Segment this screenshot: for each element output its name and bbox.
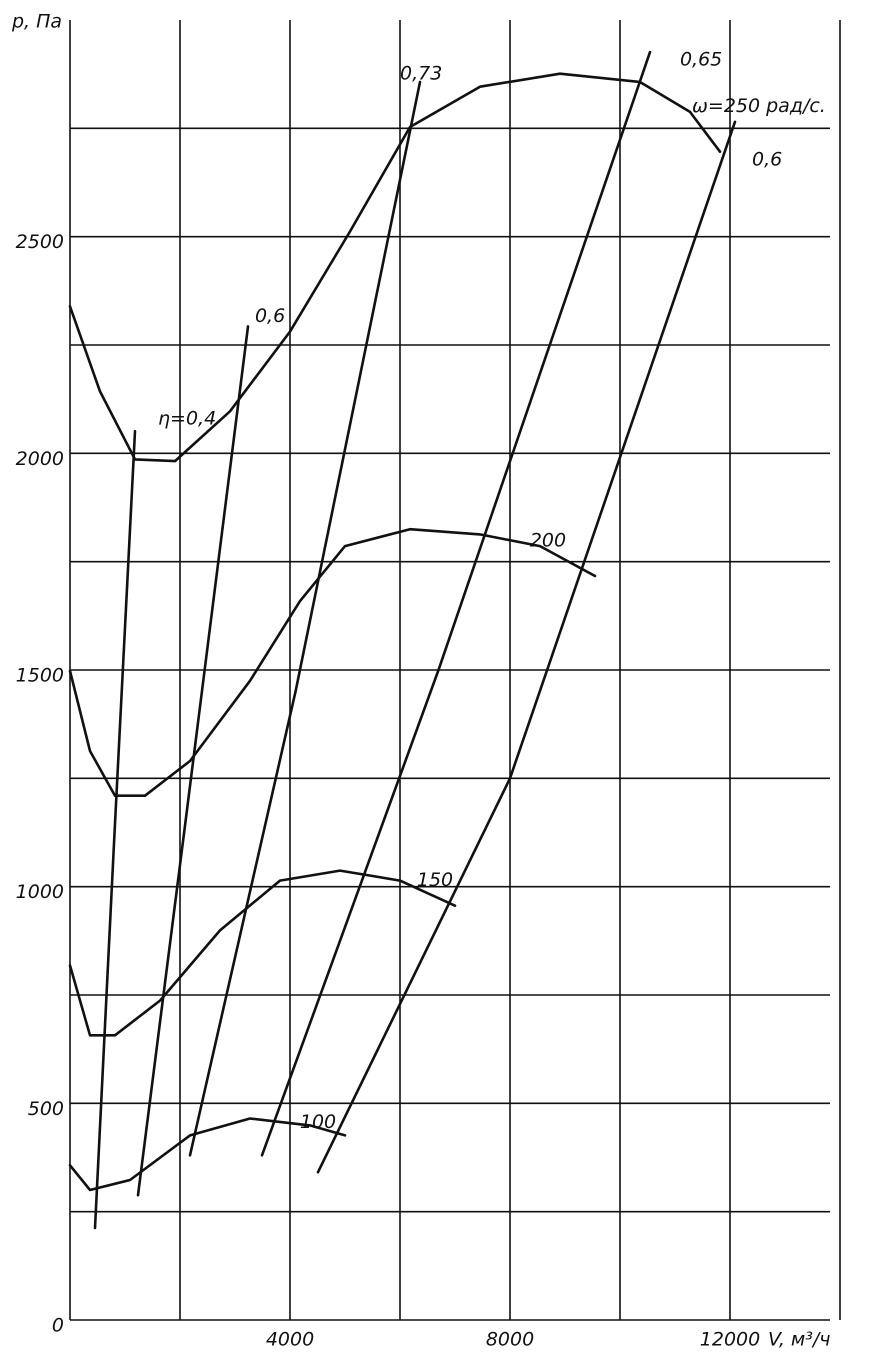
curve xyxy=(68,527,597,797)
curve xyxy=(93,429,137,1230)
curve xyxy=(68,1117,347,1192)
y-tick-label: 1000 xyxy=(16,881,64,903)
curve xyxy=(316,120,737,1174)
curve-label: 150 xyxy=(417,869,453,891)
curve xyxy=(68,869,457,1037)
curve-label: 0,65 xyxy=(680,49,722,71)
curve-label: 0,73 xyxy=(400,62,442,84)
y-tick-label: 2500 xyxy=(16,231,64,253)
curve xyxy=(136,325,250,1197)
y-tick-label: 1500 xyxy=(16,665,64,687)
curve xyxy=(260,50,652,1157)
x-tick-label: 4000 xyxy=(266,1329,314,1351)
curve-label: 0,6 xyxy=(752,148,782,170)
curve-label: 0,6 xyxy=(255,305,285,327)
curve-label: ω=250 рад/с. xyxy=(692,95,826,117)
x-tick-label: 12000 xyxy=(700,1329,760,1351)
curve-label: 200 xyxy=(530,529,566,551)
y-tick-label: 0 xyxy=(52,1315,64,1337)
y-tick-label: 500 xyxy=(28,1098,64,1120)
y-tick-label: 2000 xyxy=(16,448,64,470)
curve-label: 100 xyxy=(300,1111,336,1133)
y-axis-label: p, Па xyxy=(11,11,62,33)
curve-label: η=0,4 xyxy=(158,408,216,430)
x-tick-label: 8000 xyxy=(486,1329,534,1351)
x-axis-label: V, м³/ч xyxy=(768,1329,830,1351)
curve xyxy=(188,80,422,1157)
